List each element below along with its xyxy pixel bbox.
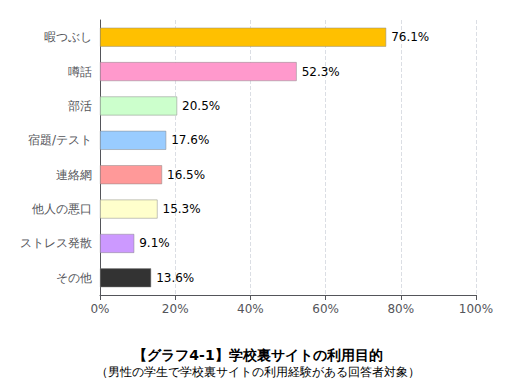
svg-text:他人の悪口: 他人の悪口	[32, 202, 92, 216]
svg-text:13.6%: 13.6%	[156, 271, 194, 285]
svg-text:部活: 部活	[68, 99, 92, 113]
svg-text:16.5%: 16.5%	[167, 168, 205, 182]
svg-text:【グラフ4-1】学校裏サイトの利用目的: 【グラフ4-1】学校裏サイトの利用目的	[133, 347, 382, 363]
svg-text:76.1%: 76.1%	[391, 30, 429, 44]
svg-text:9.1%: 9.1%	[139, 236, 170, 250]
svg-text:52.3%: 52.3%	[302, 65, 340, 79]
svg-text:20.5%: 20.5%	[182, 99, 220, 113]
svg-text:20%: 20%	[162, 302, 189, 316]
svg-text:100%: 100%	[459, 302, 493, 316]
svg-text:40%: 40%	[237, 302, 264, 316]
svg-text:連絡網: 連絡網	[56, 168, 92, 182]
svg-text:80%: 80%	[387, 302, 414, 316]
svg-text:15.3%: 15.3%	[163, 202, 201, 216]
svg-text:ストレス発散: ストレス発散	[20, 236, 92, 250]
svg-text:宿題/テスト: 宿題/テスト	[28, 133, 92, 147]
svg-text:60%: 60%	[312, 302, 339, 316]
svg-text:（男性の学生で学校裏サイトの利用経験がある回答者対象）: （男性の学生で学校裏サイトの利用経験がある回答者対象）	[96, 365, 420, 379]
svg-text:17.6%: 17.6%	[171, 133, 209, 147]
svg-text:噂話: 噂話	[68, 65, 92, 79]
svg-text:0%: 0%	[90, 302, 109, 316]
svg-text:その他: その他	[56, 271, 92, 285]
svg-text:暇つぶし: 暇つぶし	[44, 30, 92, 44]
